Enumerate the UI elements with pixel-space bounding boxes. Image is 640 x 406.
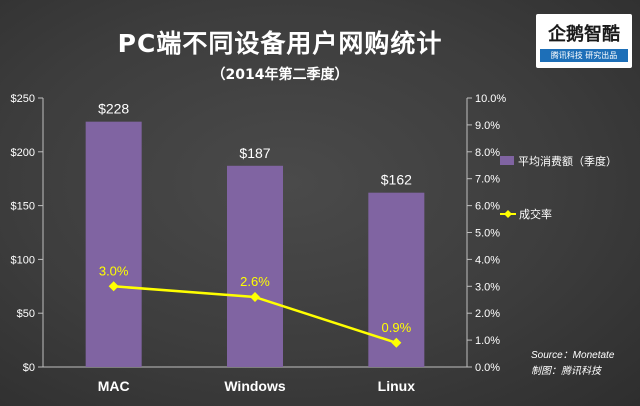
chart-title: PC端不同设备用户网购统计 [117, 29, 443, 58]
x-tick-label: Linux [378, 378, 416, 394]
y-left-tick-label: $100 [11, 254, 35, 266]
y-right-tick-label: 10.0% [475, 93, 506, 105]
line-marker [250, 292, 260, 303]
x-tick-label: Windows [224, 378, 286, 394]
y-right-tick-label: 1.0% [475, 335, 500, 347]
bar [85, 121, 142, 367]
y-left-tick-label: $200 [11, 147, 35, 159]
y-right-tick-label: 4.0% [475, 254, 500, 266]
legend-swatch-bar [500, 156, 514, 165]
y-right-tick-label: 2.0% [475, 308, 500, 320]
legend-label-line: 成交率 [519, 207, 552, 221]
y-right-tick-label: 6.0% [475, 201, 500, 213]
y-right-tick-label: 7.0% [475, 174, 500, 186]
bar-series: $228 $187 $162 [85, 101, 425, 367]
bar [227, 165, 283, 367]
logo-sub-text: 腾讯科技 研究出品 [540, 49, 628, 62]
line-data-label: 3.0% [99, 263, 129, 278]
y-right-tick-label: 5.0% [475, 228, 500, 240]
chart-subtitle: （2014年第二季度） [211, 67, 349, 83]
y-left-tick-label: $150 [11, 201, 35, 213]
y-left-tick-label: $0 [23, 362, 35, 374]
credit-note: 制图：腾讯科技 [531, 366, 601, 377]
y-right-tick-label: 9.0% [475, 120, 500, 132]
legend-swatch-marker [504, 210, 512, 218]
logo-main-text: 企鹅智酷 [548, 24, 620, 45]
line-data-label: 0.9% [382, 320, 412, 335]
legend: 平均消费额（季度） 成交率 [500, 154, 617, 221]
y-right-tick-label: 3.0% [475, 281, 500, 293]
y-right-tick-label: 0.0% [475, 362, 500, 374]
y-right-tick-label: 8.0% [475, 147, 500, 159]
y-left-tick-label: $50 [17, 308, 35, 320]
brand-logo: 企鹅智酷 腾讯科技 研究出品 [536, 14, 632, 68]
x-tick-label: MAC [98, 378, 130, 394]
bar-data-label: $162 [381, 172, 412, 188]
line-data-label: 2.6% [240, 274, 270, 289]
legend-label-bar: 平均消费额（季度） [518, 154, 617, 168]
bar-data-label: $187 [239, 145, 270, 161]
line-marker [391, 337, 402, 348]
bar-data-label: $228 [98, 101, 129, 117]
line-marker [108, 281, 119, 292]
y-left-tick-label: $250 [11, 93, 35, 105]
source-note: Source：Monetate [531, 350, 615, 361]
line-series: 3.0% 2.6% 0.9% [99, 263, 412, 348]
